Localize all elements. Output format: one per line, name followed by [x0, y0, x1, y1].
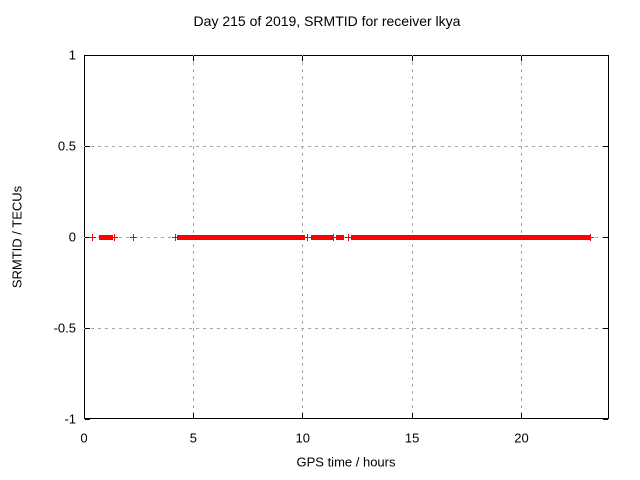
- x-tick-mark-bottom: [83, 413, 85, 418]
- chart-title: Day 215 of 2019, SRMTID for receiver lky…: [193, 13, 461, 29]
- x-tick-mark-bottom: [302, 413, 304, 418]
- y-tick-mark-right: [603, 54, 608, 56]
- y-tick-label: -0.5: [53, 320, 76, 336]
- y-tick-mark-left: [85, 54, 90, 56]
- x-axis-label: GPS time / hours: [296, 454, 396, 470]
- data-point-marker: [88, 233, 96, 241]
- y-tick-mark-left: [85, 418, 90, 420]
- x-tick-mark-top: [521, 56, 522, 61]
- data-point-marker: [172, 233, 180, 241]
- data-point-marker: [586, 233, 594, 241]
- y-tick-mark-right: [603, 145, 608, 147]
- x-tick-label: 0: [80, 430, 88, 446]
- data-point-marker: [345, 233, 353, 241]
- x-tick-mark-top: [83, 56, 85, 61]
- y-tick-label: -1: [64, 411, 76, 427]
- x-tick-label: 5: [189, 430, 197, 446]
- x-tick-mark-bottom: [521, 413, 522, 418]
- data-segment: [177, 234, 305, 240]
- y-tick-label: 1: [68, 47, 76, 63]
- data-segment: [360, 234, 591, 240]
- data-segment: [335, 234, 345, 240]
- x-tick-mark-top: [302, 56, 304, 61]
- data-segment: [318, 234, 334, 240]
- data-point-marker: [129, 233, 137, 241]
- grid-line-horizontal: [84, 327, 609, 329]
- y-tick-label: 0: [68, 229, 76, 245]
- data-segment: [99, 234, 113, 240]
- y-tick-mark-right: [603, 418, 608, 420]
- y-tick-mark-right: [603, 236, 608, 238]
- y-tick-mark-left: [85, 145, 90, 147]
- data-point-marker: [330, 233, 338, 241]
- y-tick-mark-right: [603, 327, 608, 329]
- x-tick-label: 15: [404, 430, 420, 446]
- data-point-marker: [303, 233, 311, 241]
- x-tick-mark-top: [192, 56, 194, 61]
- data-segment: [310, 234, 322, 240]
- x-tick-mark-bottom: [192, 413, 194, 418]
- y-tick-label: 0.5: [57, 138, 76, 154]
- x-tick-label: 10: [295, 430, 310, 446]
- x-tick-mark-bottom: [411, 413, 413, 418]
- y-tick-mark-left: [85, 236, 90, 238]
- data-point-marker: [110, 233, 118, 241]
- x-tick-label: 20: [514, 430, 529, 446]
- x-tick-mark-top: [411, 56, 413, 61]
- y-tick-mark-left: [85, 327, 90, 329]
- data-segment: [350, 234, 364, 240]
- grid-line-horizontal: [84, 145, 609, 147]
